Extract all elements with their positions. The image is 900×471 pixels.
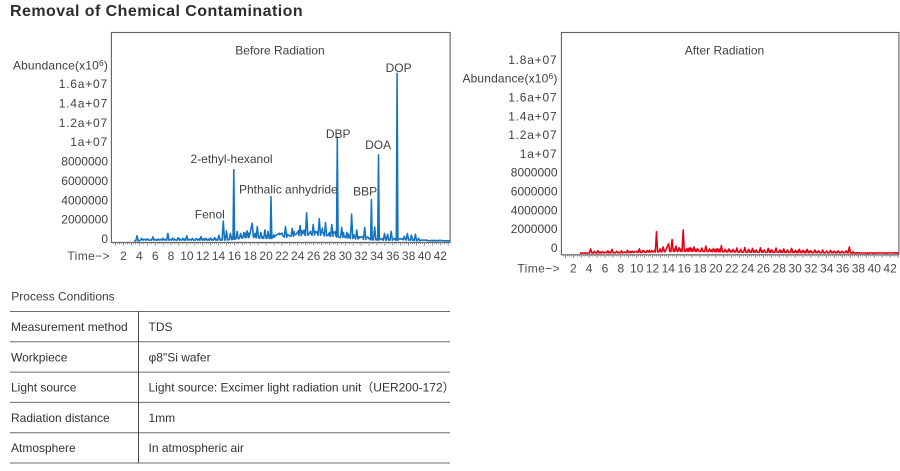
svg-text:0: 0 — [551, 241, 558, 255]
svg-text:32: 32 — [354, 249, 368, 263]
svg-text:TDS: TDS — [149, 320, 173, 334]
svg-text:4: 4 — [136, 249, 143, 263]
svg-text:8: 8 — [617, 262, 624, 276]
svg-text:Measurement method: Measurement method — [11, 320, 128, 334]
svg-text:2000000: 2000000 — [511, 222, 558, 236]
svg-text:Light source: Excimer light ra: Light source: Excimer light radiation un… — [149, 381, 455, 395]
svg-text:1mm: 1mm — [149, 411, 176, 425]
svg-text:Before Radiation: Before Radiation — [235, 43, 324, 57]
svg-text:1a+07: 1a+07 — [70, 135, 108, 149]
svg-text:1.2a+07: 1.2a+07 — [59, 116, 108, 130]
svg-text:0: 0 — [101, 232, 108, 246]
svg-text:22: 22 — [725, 262, 739, 276]
svg-text:After Radiation: After Radiation — [685, 44, 764, 58]
svg-text:1.4a+07: 1.4a+07 — [508, 109, 557, 123]
svg-text:6000000: 6000000 — [511, 185, 558, 199]
svg-text:34: 34 — [370, 249, 384, 263]
svg-text:1.6a+07: 1.6a+07 — [508, 91, 557, 105]
svg-text:Time−>: Time−> — [517, 262, 560, 276]
svg-text:1.6a+07: 1.6a+07 — [59, 77, 108, 91]
svg-text:10: 10 — [180, 249, 194, 263]
svg-text:26: 26 — [307, 249, 321, 263]
svg-text:28: 28 — [773, 262, 787, 276]
svg-text:36: 36 — [836, 262, 850, 276]
svg-text:2: 2 — [120, 249, 127, 263]
svg-text:6000000: 6000000 — [61, 174, 108, 188]
svg-text:DOA: DOA — [365, 138, 391, 152]
svg-text:18: 18 — [244, 249, 258, 263]
svg-text:DBP: DBP — [326, 127, 351, 141]
svg-text:12: 12 — [646, 262, 660, 276]
svg-text:Fenol: Fenol — [195, 207, 225, 221]
svg-text:26: 26 — [757, 262, 771, 276]
svg-text:24: 24 — [741, 262, 755, 276]
svg-text:24: 24 — [291, 249, 305, 263]
svg-text:20: 20 — [259, 249, 273, 263]
svg-text:2: 2 — [570, 262, 577, 276]
svg-text:6: 6 — [152, 249, 159, 263]
svg-text:4: 4 — [586, 262, 593, 276]
svg-text:Time−>: Time−> — [67, 249, 110, 263]
svg-text:2-ethyl-hexanol: 2-ethyl-hexanol — [191, 152, 273, 166]
svg-text:20: 20 — [709, 262, 723, 276]
svg-text:38: 38 — [402, 249, 416, 263]
svg-text:12: 12 — [196, 249, 210, 263]
svg-text:36: 36 — [386, 249, 400, 263]
svg-text:Light source: Light source — [11, 381, 77, 395]
svg-text:30: 30 — [788, 262, 802, 276]
svg-text:8000000: 8000000 — [511, 166, 558, 180]
svg-text:Removal of Chemical Contaminat: Removal of Chemical Contamination — [10, 3, 303, 20]
svg-text:Phthalic anhydride: Phthalic anhydride — [239, 183, 338, 197]
svg-text:1a+07: 1a+07 — [520, 147, 558, 161]
svg-text:4000000: 4000000 — [511, 203, 558, 217]
svg-text:1.8a+07: 1.8a+07 — [508, 53, 557, 67]
svg-text:30: 30 — [339, 249, 353, 263]
svg-text:Abundance(x106): Abundance(x106) — [462, 71, 557, 86]
svg-text:φ8"Si wafer: φ8"Si wafer — [149, 350, 211, 364]
svg-text:22: 22 — [275, 249, 289, 263]
svg-text:1.2a+07: 1.2a+07 — [508, 128, 557, 142]
svg-text:34: 34 — [820, 262, 834, 276]
svg-text:42: 42 — [883, 262, 897, 276]
svg-text:Process Conditions: Process Conditions — [11, 289, 114, 303]
svg-text:1.4a+07: 1.4a+07 — [59, 97, 108, 111]
svg-text:38: 38 — [852, 262, 866, 276]
svg-text:In atmospheric air: In atmospheric air — [149, 441, 244, 455]
svg-text:16: 16 — [678, 262, 692, 276]
svg-text:14: 14 — [662, 262, 676, 276]
svg-text:8: 8 — [168, 249, 175, 263]
svg-text:BBP: BBP — [353, 185, 377, 199]
svg-text:32: 32 — [804, 262, 818, 276]
svg-text:4000000: 4000000 — [61, 193, 108, 207]
svg-text:14: 14 — [212, 249, 226, 263]
svg-text:Abundance(x106): Abundance(x106) — [13, 58, 108, 73]
svg-text:Radiation distance: Radiation distance — [11, 411, 110, 425]
svg-text:6: 6 — [602, 262, 609, 276]
svg-text:28: 28 — [323, 249, 337, 263]
svg-text:16: 16 — [228, 249, 242, 263]
svg-text:2000000: 2000000 — [61, 213, 108, 227]
svg-text:DOP: DOP — [386, 61, 412, 75]
svg-text:10: 10 — [630, 262, 644, 276]
svg-text:18: 18 — [693, 262, 707, 276]
svg-text:Atmosphere: Atmosphere — [11, 441, 76, 455]
svg-text:40: 40 — [868, 262, 882, 276]
svg-text:40: 40 — [418, 249, 432, 263]
svg-text:Workpiece: Workpiece — [11, 350, 68, 364]
svg-text:42: 42 — [434, 249, 448, 263]
svg-text:8000000: 8000000 — [61, 155, 108, 169]
